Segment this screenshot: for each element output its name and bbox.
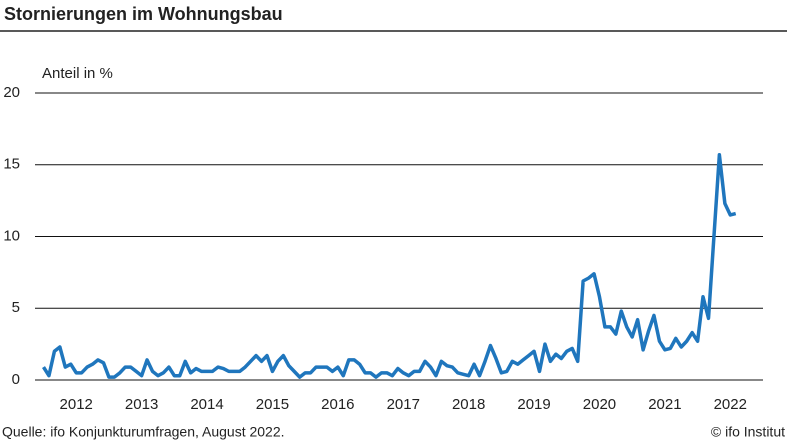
x-tick-label: 2021 (648, 396, 681, 413)
x-tick-label: 2022 (714, 396, 747, 413)
source: Quelle: ifo Konjunkturumfragen, August 2… (2, 424, 285, 440)
x-tick-label: 2019 (517, 396, 550, 413)
y-axis-label: Anteil in % (42, 65, 113, 82)
copyright: © ifo Institut (711, 424, 785, 440)
x-tick-label: 2018 (452, 396, 485, 413)
x-tick-label: 2020 (583, 396, 616, 413)
x-tick-label: 2012 (60, 396, 93, 413)
x-tick-label: 2015 (256, 396, 289, 413)
data-line (42, 152, 737, 379)
x-tick-label: 2014 (190, 396, 223, 413)
chart-title: Stornierungen im Wohnungsbau (4, 4, 283, 24)
y-tick-label: 15 (3, 156, 20, 173)
x-tick-label: 2013 (125, 396, 158, 413)
y-tick-label: 5 (12, 299, 20, 316)
y-tick-label: 20 (3, 84, 20, 101)
y-tick-label: 0 (12, 371, 20, 388)
y-tick-label: 10 (3, 227, 20, 244)
x-tick-label: 2016 (321, 396, 354, 413)
x-tick-label: 2017 (387, 396, 420, 413)
